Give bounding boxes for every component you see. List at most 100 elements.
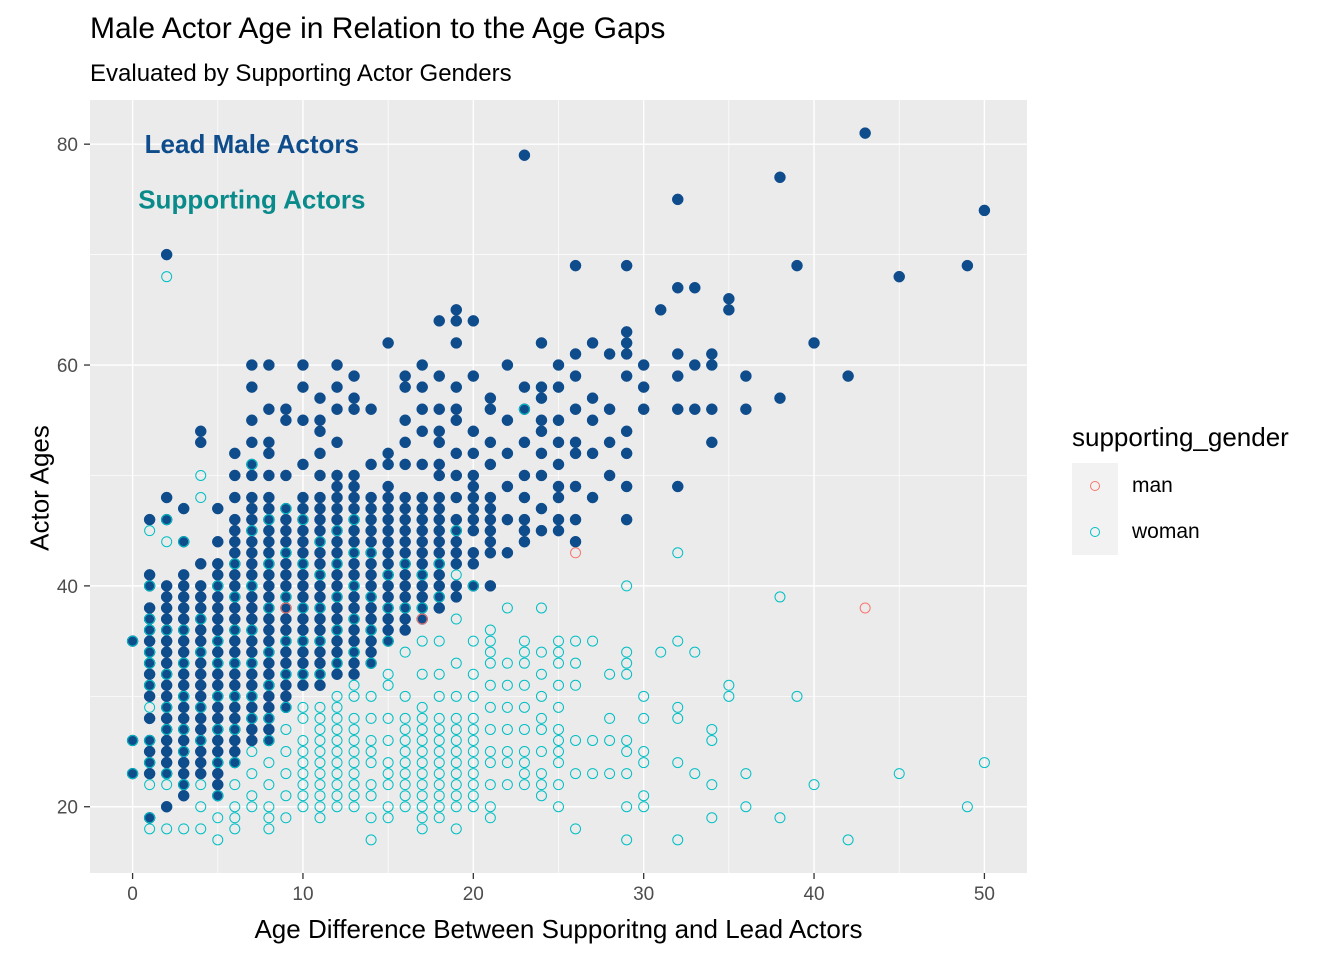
lead-actor-point (263, 524, 275, 537)
supporting-woman-point (621, 746, 633, 758)
lead-actor-point (399, 458, 411, 471)
supporting-woman-point (535, 646, 547, 658)
supporting-woman-point (740, 801, 752, 813)
lead-actor-point (416, 524, 428, 537)
lead-actor-point (212, 624, 224, 636)
lead-actor-point (552, 436, 565, 449)
lead-actor-point (433, 458, 445, 471)
x-tick-label: 20 (463, 884, 484, 905)
supporting-woman-point (450, 768, 462, 780)
supporting-woman-point (570, 768, 582, 780)
supporting-woman-point (399, 734, 411, 746)
lead-actor-point (672, 281, 684, 294)
lead-actor-point (450, 403, 463, 415)
lead-actor-point (194, 690, 207, 703)
lead-actor-point (569, 348, 582, 360)
legend-item-man: man (1072, 463, 1289, 509)
lead-actor-point (467, 480, 480, 493)
lead-actor-point (246, 547, 258, 559)
supporting-woman-point (621, 668, 633, 680)
supporting-woman-point (450, 613, 462, 625)
lead-actor-point (484, 502, 497, 515)
supporting-woman-point (416, 712, 428, 724)
lead-actor-point (194, 756, 207, 769)
lead-actor-point (501, 480, 514, 493)
lead-actor-point (331, 646, 343, 658)
lead-actor-point (160, 756, 173, 769)
lead-actor-point (399, 491, 411, 504)
lead-actor-point (569, 535, 582, 548)
supporting-woman-point (144, 779, 156, 791)
lead-actor-point (586, 414, 599, 426)
lead-actor-point (518, 149, 531, 161)
lead-actor-point (433, 315, 445, 327)
supporting-woman-point (348, 801, 360, 813)
supporting-woman-point (433, 812, 445, 824)
supporting-woman-point (161, 768, 173, 780)
lead-actor-point (416, 491, 428, 504)
lead-actor-point (399, 502, 411, 515)
lead-actor-point (399, 535, 411, 548)
lead-actor-point (467, 547, 480, 559)
supporting-woman-point (365, 547, 377, 559)
lead-actor-point (263, 359, 275, 371)
supporting-woman-point (212, 580, 224, 592)
supporting-woman-point (553, 657, 564, 669)
lead-actor-point (450, 337, 463, 349)
supporting-woman-point (672, 757, 684, 769)
lead-actor-point (297, 491, 309, 504)
lead-actor-point (603, 403, 616, 415)
supporting-woman-point (229, 801, 241, 813)
supporting-woman-point (399, 602, 411, 614)
lead-actor-point (348, 635, 360, 647)
lead-actor-point (263, 690, 275, 703)
supporting-woman-point (331, 790, 343, 802)
supporting-woman-point (365, 746, 377, 758)
lead-actor-point (160, 613, 173, 625)
lead-actor-point (212, 712, 224, 725)
supporting-woman-point (365, 779, 377, 791)
lead-actor-point (160, 491, 173, 504)
lead-actor-point (416, 580, 428, 592)
lead-actor-point (484, 580, 497, 592)
lead-actor-point (620, 425, 633, 438)
supporting-woman-point (297, 712, 309, 724)
supporting-woman-point (178, 779, 190, 791)
lead-actor-point (314, 580, 326, 592)
lead-actor-point (177, 668, 190, 680)
supporting-woman-point (604, 712, 616, 724)
supporting-woman-point (553, 757, 564, 769)
lead-actor-point (246, 359, 258, 371)
supporting-woman-point (553, 635, 564, 647)
lead-actor-point (654, 304, 667, 316)
lead-actor-point (263, 403, 275, 415)
supporting-woman-point (433, 723, 445, 735)
supporting-woman-point (178, 746, 190, 758)
lead-actor-point (331, 535, 343, 548)
supporting-woman-point (450, 569, 462, 581)
lead-actor-point (143, 745, 156, 758)
supporting-woman-point (621, 801, 633, 813)
supporting-woman-point (399, 746, 411, 758)
lead-actor-point (212, 502, 224, 515)
lead-actor-point (416, 381, 428, 393)
supporting-woman-point (501, 701, 513, 713)
supporting-woman-point (621, 580, 633, 592)
lead-actor-point (382, 624, 394, 636)
supporting-woman-point (535, 602, 547, 614)
supporting-woman-point (535, 779, 547, 791)
lead-actor-point (263, 668, 275, 680)
legend: supporting_gender man woman (1072, 422, 1289, 555)
lead-actor-point (246, 436, 258, 449)
supporting-woman-point (501, 746, 513, 758)
supporting-woman-point (195, 734, 207, 746)
supporting-woman-point (604, 768, 616, 780)
y-axis-label: Actor Ages (24, 425, 55, 551)
lead-actor-point (212, 734, 224, 747)
lead-actor-point (194, 558, 207, 570)
supporting-woman-point (484, 746, 496, 758)
lead-actor-point (433, 524, 445, 537)
supporting-woman-point (416, 723, 428, 735)
supporting-woman-point (348, 768, 360, 780)
lead-actor-point (706, 359, 718, 371)
